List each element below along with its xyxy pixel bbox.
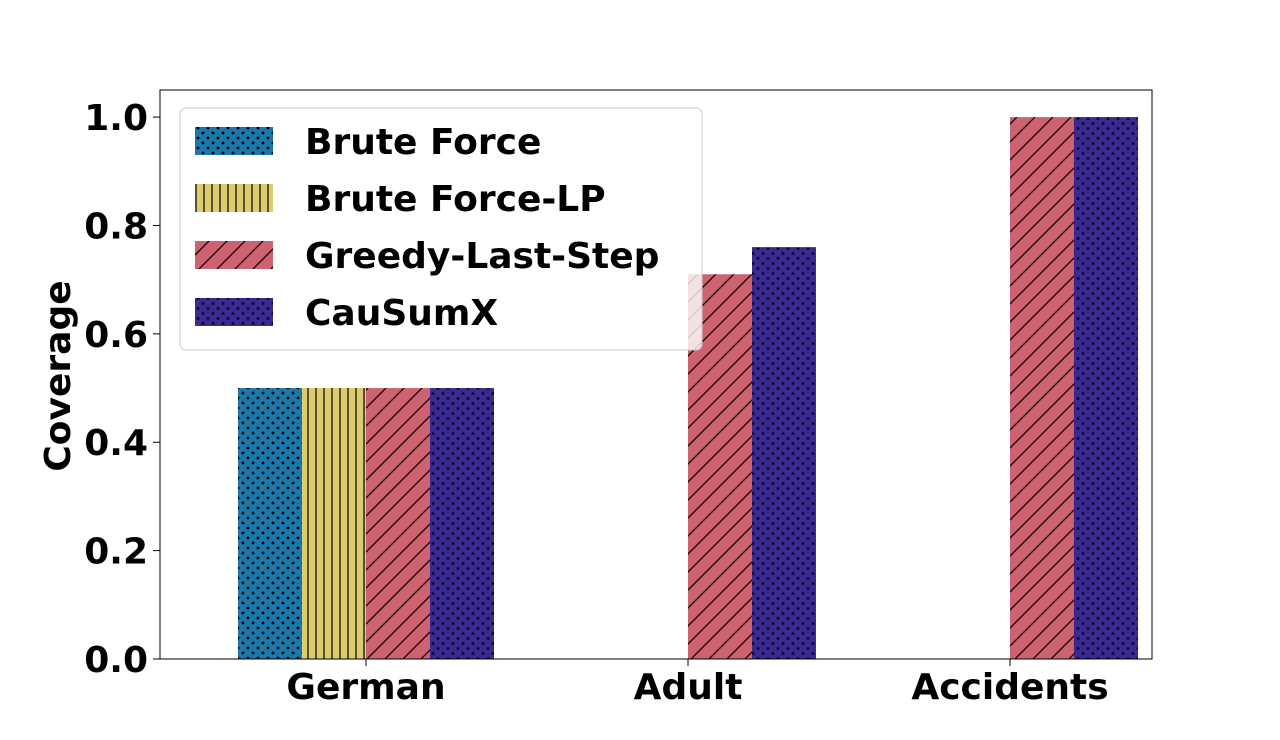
bar-causumx-accidents xyxy=(1074,117,1138,660)
y-axis: 0.0 0.2 0.4 0.6 0.8 1.0 xyxy=(84,98,160,681)
legend: Brute Force Brute Force-LP Greedy-Last-Ste… xyxy=(179,107,703,351)
legend-label-brute-force: Brute Force xyxy=(305,122,541,163)
legend-label-brute-force-lp: Brute Force-LP xyxy=(305,179,606,220)
legend-label-causumx: CauSumX xyxy=(305,293,498,334)
bar-causumx-german xyxy=(430,388,494,659)
y-tick-label: 0.8 xyxy=(84,206,148,247)
legend-swatch-causumx xyxy=(195,298,273,326)
bars xyxy=(238,117,1138,660)
y-tick-label: 0.0 xyxy=(84,640,148,681)
plot-frame xyxy=(159,89,1153,660)
y-axis-label: Coverage xyxy=(38,280,79,471)
x-tick-label-adult: Adult xyxy=(634,667,743,708)
y-tick-label: 0.4 xyxy=(84,423,148,464)
x-tick-label-accidents: Accidents xyxy=(911,667,1108,708)
legend-swatch-brute-force xyxy=(195,127,273,155)
legend-swatch-greedy-last-step xyxy=(195,241,273,269)
bar-brute-force-lp-german xyxy=(302,388,366,659)
legend-label-greedy-last-step: Greedy-Last-Step xyxy=(305,236,659,277)
legend-box xyxy=(179,107,703,351)
x-tick-label-german: German xyxy=(286,667,445,708)
x-axis: German Adult Accidents xyxy=(286,659,1109,708)
y-tick-label: 0.6 xyxy=(84,315,148,356)
bar-causumx-adult xyxy=(752,247,816,659)
legend-swatch-brute-force-lp xyxy=(195,184,273,212)
bar-brute-force-german xyxy=(238,388,302,659)
bar-greedy-last-step-german xyxy=(366,388,430,659)
bar-greedy-last-step-accidents xyxy=(1010,117,1074,660)
y-tick-label: 1.0 xyxy=(84,98,148,139)
y-tick-label: 0.2 xyxy=(84,532,148,573)
